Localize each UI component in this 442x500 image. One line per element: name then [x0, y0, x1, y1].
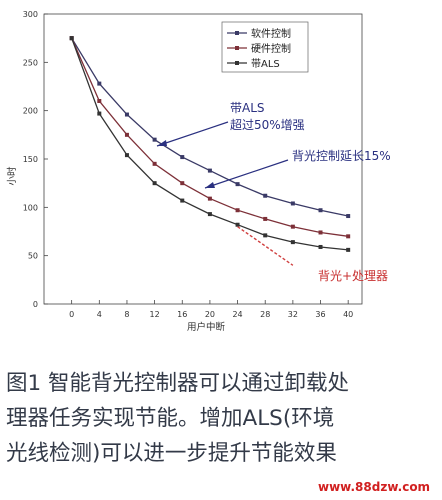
x-tick-label: 40 — [343, 310, 353, 319]
series-3-point — [124, 153, 129, 158]
series-2-point — [97, 99, 102, 103]
series-2-point — [290, 224, 295, 229]
annotation-backlight-arrow — [204, 159, 289, 189]
watermark: www.88dzw.com — [318, 480, 431, 494]
series-1-point — [207, 168, 212, 173]
series-3-point — [152, 181, 157, 186]
series-line-4 — [237, 226, 294, 266]
series-3-point — [346, 247, 351, 252]
y-axis-label: 小时 — [6, 166, 18, 186]
chart-series — [69, 36, 351, 266]
series-3-point — [290, 240, 295, 245]
figure-caption-line-2: 理器任务实现节能。增加ALS(环境 — [6, 406, 335, 431]
annotation-als-line-2: 超过50%增强 — [230, 117, 305, 132]
series-2-point — [346, 234, 351, 239]
series-1-point — [97, 81, 102, 86]
series-1-point — [180, 155, 185, 160]
series-2-point — [207, 196, 212, 201]
y-tick-label: 300 — [23, 10, 38, 19]
annotation-backlight-15: 背光控制延长15% — [292, 149, 391, 163]
y-tick-label: 200 — [23, 107, 38, 116]
series-3-point — [69, 36, 74, 41]
x-tick-label: 20 — [205, 310, 215, 319]
series-3-point — [263, 233, 268, 238]
y-tick-label: 50 — [28, 252, 38, 261]
series-1-point — [346, 214, 351, 219]
series-1-point — [235, 182, 240, 187]
series-1-point — [124, 112, 129, 117]
annotation-backlight-arrowhead — [205, 182, 215, 188]
x-tick-label: 8 — [124, 310, 129, 319]
x-tick-label: 24 — [232, 310, 242, 319]
line-chart: 0 50 100 150 200 250 300 0 4 8 12 16 20 24 28 32 36 40 用户中… — [6, 10, 391, 333]
annotation-als-arrowhead — [157, 140, 167, 146]
annotation-backlight-processor: 背光+处理器 — [318, 269, 388, 283]
figure-caption-line-1: 图1 智能背光控制器可以通过卸载处 — [6, 371, 350, 396]
chart-ticks: 0 50 100 150 200 250 300 0 4 8 12 16 20 24 28 32 36 40 用户中… — [6, 10, 353, 333]
legend-marker-1 — [235, 31, 239, 35]
series-2-point — [235, 208, 240, 213]
y-tick-label: 250 — [23, 58, 38, 67]
series-1-point — [263, 193, 268, 198]
series-3-point — [318, 244, 323, 249]
annotation-als-line-1: 带ALS — [230, 101, 265, 115]
y-tick-label: 150 — [23, 155, 38, 164]
x-tick-label: 4 — [97, 310, 102, 319]
x-tick-label: 32 — [288, 310, 298, 319]
y-tick-label: 0 — [33, 300, 38, 309]
x-tick-label: 0 — [69, 310, 74, 319]
series-3-point — [235, 222, 240, 227]
series-2-point — [318, 230, 323, 235]
legend-marker-3 — [235, 61, 239, 65]
y-tick-label: 100 — [23, 203, 38, 212]
series-1-point — [290, 201, 295, 206]
series-1-point — [152, 137, 157, 142]
legend-label-2: 硬件控制 — [251, 42, 291, 55]
series-1-point — [318, 208, 323, 213]
x-axis-label: 用户中断 — [187, 321, 226, 333]
x-tick-label: 36 — [315, 310, 325, 319]
series-2-point — [263, 216, 268, 221]
series-2-point — [180, 181, 185, 186]
figure-caption-line-3: 光线检测)可以进一步提升节能效果 — [6, 441, 337, 466]
x-tick-label: 28 — [260, 310, 270, 319]
series-3-point — [97, 111, 102, 116]
legend-label-3: 带ALS — [251, 58, 280, 70]
series-2-point — [152, 161, 157, 166]
legend-label-1: 软件控制 — [251, 27, 291, 40]
series-3-point — [207, 212, 212, 217]
x-tick-label: 16 — [177, 310, 187, 319]
x-tick-label: 12 — [150, 310, 160, 319]
annotation-als-arrow — [156, 121, 229, 147]
legend-marker-2 — [235, 46, 239, 50]
series-2-point — [124, 132, 129, 137]
series-3-point — [180, 198, 185, 203]
